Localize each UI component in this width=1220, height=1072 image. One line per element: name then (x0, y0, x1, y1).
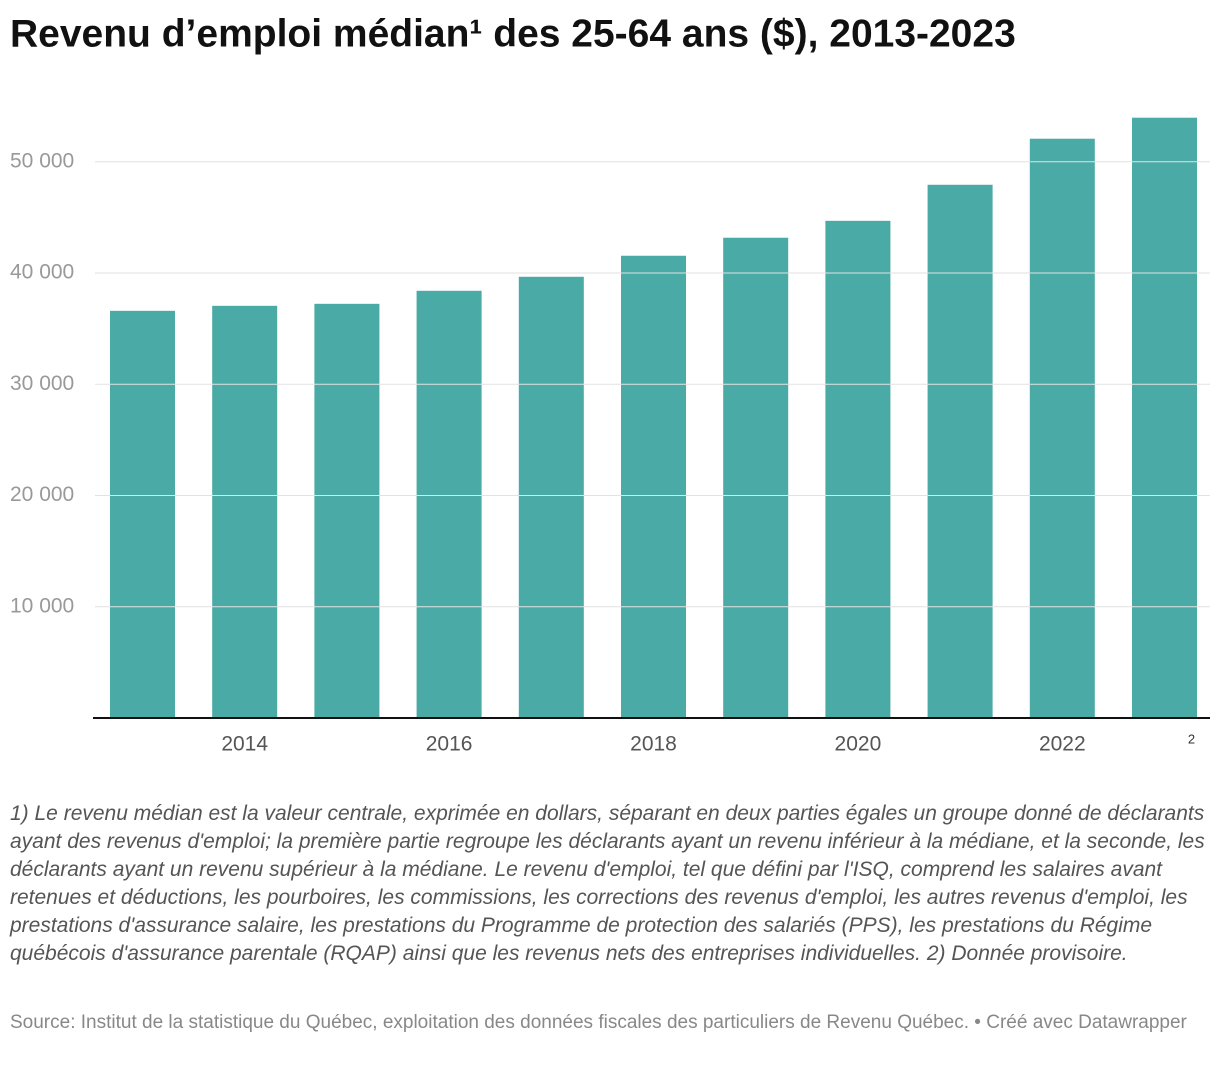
bar (621, 255, 686, 718)
bar (416, 290, 482, 718)
bar (212, 305, 278, 718)
bar (825, 220, 891, 719)
bar (927, 184, 993, 718)
bar (110, 310, 175, 718)
bar (518, 276, 584, 718)
x-tick-label: 2016 (426, 733, 473, 756)
chart: Revenu d’emploi médian¹ des 25-64 ans ($… (10, 12, 1210, 756)
y-tick-label: 50 000 (10, 149, 74, 172)
bar (1029, 138, 1095, 718)
x-tick-label: 2014 (221, 733, 268, 756)
x-tick-label: 2020 (835, 733, 882, 756)
x-tick-label: 2022 (1039, 733, 1086, 756)
chart-title: Revenu d’emploi médian¹ des 25-64 ans ($… (10, 12, 1016, 55)
bar (723, 237, 789, 718)
bar (314, 303, 380, 718)
y-tick-label: 10 000 (10, 594, 74, 617)
y-tick-label: 20 000 (10, 483, 74, 506)
y-tick-label: 30 000 (10, 372, 74, 395)
x-tick-label: 2018 (630, 733, 677, 756)
bar (1132, 117, 1197, 718)
y-tick-label: 40 000 (10, 261, 74, 284)
x-tick-label: 2 (1188, 731, 1195, 746)
footnote: 1) Le revenu médian est la valeur centra… (10, 802, 1205, 965)
source: Source: Institut de la statistique du Qu… (10, 1012, 1187, 1033)
